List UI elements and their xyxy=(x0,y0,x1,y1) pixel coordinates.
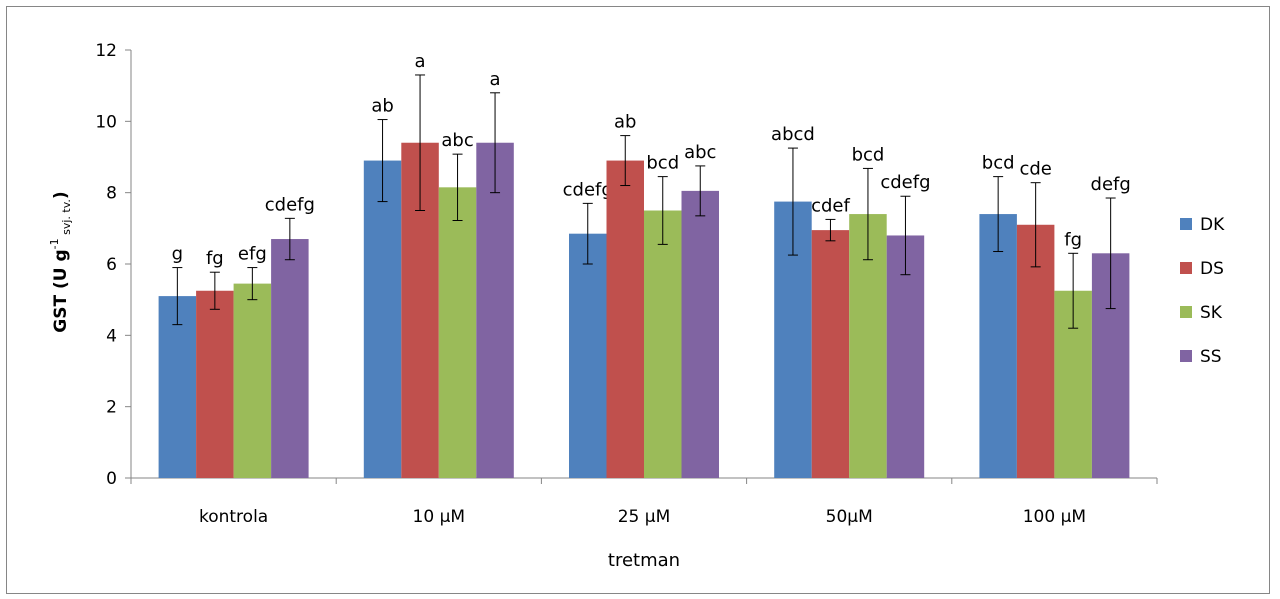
y-tick-label: 6 xyxy=(106,255,117,275)
bar-dk xyxy=(158,296,197,478)
bar-ds xyxy=(606,160,644,479)
y-title-close: ) xyxy=(51,191,71,199)
bar-sk xyxy=(644,210,682,478)
bar-ss xyxy=(681,190,719,478)
significance-label: abc xyxy=(684,142,716,163)
y-axis: 0 2 4 6 8 10 12 xyxy=(95,41,132,489)
significance-label: cde xyxy=(1019,159,1051,180)
significance-label: cdef xyxy=(811,195,850,216)
x-tick-label: kontrola xyxy=(199,507,268,527)
bar-dk xyxy=(979,214,1017,479)
significance-label: defg xyxy=(1091,174,1131,195)
legend: DK DS SK SS xyxy=(1180,215,1225,367)
significance-label: cdefg xyxy=(265,194,315,215)
significance-label: bcd xyxy=(982,153,1015,174)
x-tick-label: 50μM xyxy=(826,507,873,527)
bar-ss xyxy=(271,239,309,478)
significance-label: g xyxy=(172,244,183,265)
x-tick-label: 25 μM xyxy=(618,507,671,527)
bar-ds xyxy=(811,230,850,478)
bar-dk xyxy=(569,233,607,478)
bar-ds xyxy=(196,290,234,478)
significance-label: fg xyxy=(1064,229,1082,250)
significance-label: bcd xyxy=(852,144,885,165)
y-tick-label: 2 xyxy=(106,398,117,418)
y-title-sub: svj. tv. xyxy=(60,199,73,238)
legend-label: DK xyxy=(1200,215,1225,235)
x-axis: kontrola 10 μM 25 μM 50μM 100 μM xyxy=(130,477,1158,527)
significance-label: abcd xyxy=(771,124,815,145)
significance-label: cdefg xyxy=(563,179,613,200)
bar-sk xyxy=(438,187,477,479)
y-tick-label: 0 xyxy=(106,469,117,489)
bar-dk xyxy=(363,160,402,479)
legend-swatch-ds xyxy=(1180,262,1192,274)
x-axis-title: tretman xyxy=(608,550,680,571)
significance-label: fg xyxy=(206,248,224,269)
y-tick-label: 10 xyxy=(95,112,117,132)
y-tick-label: 8 xyxy=(106,184,117,204)
y-title-main: GST (U g xyxy=(51,249,71,332)
legend-label: SK xyxy=(1200,303,1223,323)
y-tick-label: 12 xyxy=(95,41,117,61)
y-title-sup: -1 xyxy=(48,238,61,249)
legend-label: SS xyxy=(1200,347,1222,367)
legend-swatch-sk xyxy=(1180,306,1192,318)
significance-label: ab xyxy=(371,96,393,117)
significance-label: abc xyxy=(441,130,473,151)
bar-sk xyxy=(233,283,272,478)
bar-ss xyxy=(476,142,514,478)
x-tick-label: 100 μM xyxy=(1023,507,1086,527)
significance-label: efg xyxy=(238,244,267,265)
significance-label: a xyxy=(490,69,501,90)
y-tick-label: 4 xyxy=(106,326,117,346)
x-tick-label: 10 μM xyxy=(413,507,466,527)
significance-label: bcd xyxy=(646,153,679,174)
significance-label: cdefg xyxy=(880,172,930,193)
legend-label: DS xyxy=(1200,259,1224,279)
significance-label: a xyxy=(415,51,426,72)
legend-swatch-ss xyxy=(1180,350,1192,362)
legend-swatch-dk xyxy=(1180,218,1192,230)
significance-label: ab xyxy=(614,112,636,133)
y-axis-title: GST (U g-1 svj. tv.) xyxy=(48,191,73,332)
bar-ss xyxy=(886,235,925,478)
